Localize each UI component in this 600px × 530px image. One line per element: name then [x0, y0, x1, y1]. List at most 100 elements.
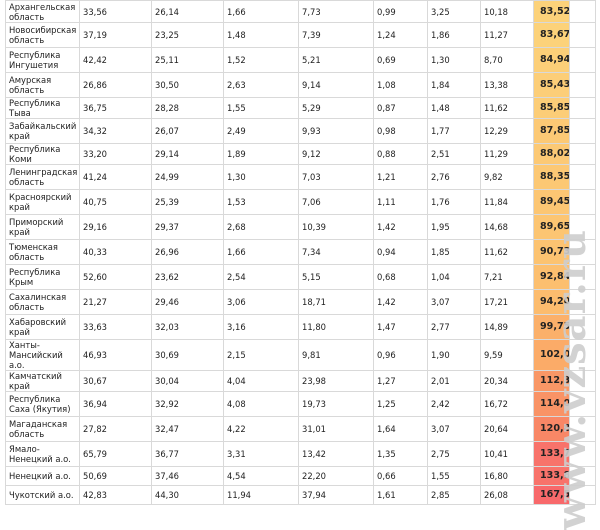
total-score-cell: 99,75 — [533, 314, 570, 340]
region-cell: Ханты-Мансийский а.о. — [5, 339, 80, 371]
empty-cell — [569, 239, 596, 265]
value-cell: 5,29 — [298, 97, 374, 119]
table-row: Республика Тыва 36,75 28,28 1,55 5,29 0,87 1,4… — [5, 97, 596, 119]
value-cell: 36,75 — [79, 97, 152, 119]
value-cell: 0,69 — [373, 47, 428, 73]
total-score-cell: 88,35 — [533, 164, 570, 190]
empty-cell — [569, 289, 596, 315]
total-score-cell: 94,20 — [533, 289, 570, 315]
region-cell: Магаданская область — [5, 416, 80, 442]
value-cell: 30,69 — [151, 339, 224, 371]
empty-cell — [569, 370, 596, 392]
value-cell: 1,55 — [427, 466, 481, 486]
table-row: Чукотский а.о. 42,83 44,30 11,94 37,94 1,61 2,… — [5, 485, 596, 505]
value-cell: 1,30 — [427, 47, 481, 73]
value-cell: 44,30 — [151, 485, 224, 505]
total-score-cell: 84,94 — [533, 47, 570, 73]
value-cell: 1,66 — [223, 0, 299, 23]
empty-cell — [569, 0, 596, 23]
value-cell: 1,95 — [427, 214, 481, 240]
region-cell: Хабаровский край — [5, 314, 80, 340]
value-cell: 0,68 — [373, 264, 428, 290]
value-cell: 1,53 — [223, 189, 299, 215]
value-cell: 7,34 — [298, 239, 374, 265]
value-cell: 1,11 — [373, 189, 428, 215]
value-cell: 32,47 — [151, 416, 224, 442]
value-cell: 37,19 — [79, 22, 152, 48]
region-cell: Республика Крым — [5, 264, 80, 290]
value-cell: 9,14 — [298, 72, 374, 98]
value-cell: 2,15 — [223, 339, 299, 371]
empty-cell — [569, 416, 596, 442]
value-cell: 27,82 — [79, 416, 152, 442]
value-cell: 4,54 — [223, 466, 299, 486]
value-cell: 23,98 — [298, 370, 374, 392]
table-row: Сахалинская область 21,27 29,46 3,06 18,71 1,… — [5, 289, 596, 315]
value-cell: 20,34 — [480, 370, 534, 392]
value-cell: 2,77 — [427, 314, 481, 340]
value-cell: 0,94 — [373, 239, 428, 265]
value-cell: 42,42 — [79, 47, 152, 73]
value-cell: 1,48 — [223, 22, 299, 48]
empty-cell — [569, 189, 596, 215]
table-row: Новосибирская область 37,19 23,25 1,48 7,39 1… — [5, 22, 596, 48]
value-cell: 9,59 — [480, 339, 534, 371]
value-cell: 0,87 — [373, 97, 428, 119]
table-row: Забайкальский край 34,32 26,07 2,49 9,93 0,98… — [5, 118, 596, 144]
value-cell: 1,42 — [373, 289, 428, 315]
total-score-cell: 167,55 — [533, 485, 570, 505]
total-score-cell: 88,02 — [533, 143, 570, 165]
value-cell: 1,30 — [223, 164, 299, 190]
value-cell: 28,28 — [151, 97, 224, 119]
region-cell: Ненецкий а.о. — [5, 466, 80, 486]
value-cell: 37,94 — [298, 485, 374, 505]
empty-cell — [569, 314, 596, 340]
value-cell: 1,27 — [373, 370, 428, 392]
region-cell: Камчатский край — [5, 370, 80, 392]
value-cell: 1,04 — [427, 264, 481, 290]
value-cell: 31,01 — [298, 416, 374, 442]
value-cell: 1,47 — [373, 314, 428, 340]
total-score-cell: 89,45 — [533, 189, 570, 215]
value-cell: 1,55 — [223, 97, 299, 119]
table-row: Республика Ингушетия 42,42 25,11 1,52 5,21 0,… — [5, 47, 596, 73]
value-cell: 1,86 — [427, 22, 481, 48]
value-cell: 4,22 — [223, 416, 299, 442]
value-cell: 21,27 — [79, 289, 152, 315]
value-cell: 30,50 — [151, 72, 224, 98]
value-cell: 14,89 — [480, 314, 534, 340]
value-cell: 12,29 — [480, 118, 534, 144]
empty-cell — [569, 22, 596, 48]
value-cell: 1,24 — [373, 22, 428, 48]
value-cell: 22,20 — [298, 466, 374, 486]
empty-cell — [569, 164, 596, 190]
value-cell: 3,06 — [223, 289, 299, 315]
total-score-cell: 112,34 — [533, 370, 570, 392]
region-cell: Архангельская область — [5, 0, 80, 23]
value-cell: 1,52 — [223, 47, 299, 73]
value-cell: 11,94 — [223, 485, 299, 505]
value-cell: 30,04 — [151, 370, 224, 392]
table-row: Амурская область 26,86 30,50 2,63 9,14 1,08 1,… — [5, 72, 596, 98]
empty-cell — [569, 441, 596, 467]
empty-cell — [569, 485, 596, 505]
value-cell: 25,39 — [151, 189, 224, 215]
value-cell: 5,15 — [298, 264, 374, 290]
value-cell: 2,54 — [223, 264, 299, 290]
table-row: Магаданская область 27,82 32,47 4,22 31,01 1,… — [5, 416, 596, 442]
value-cell: 9,81 — [298, 339, 374, 371]
value-cell: 50,69 — [79, 466, 152, 486]
value-cell: 11,29 — [480, 143, 534, 165]
total-score-cell: 133,89 — [533, 466, 570, 486]
value-cell: 8,70 — [480, 47, 534, 73]
value-cell: 1,42 — [373, 214, 428, 240]
value-cell: 26,14 — [151, 0, 224, 23]
value-cell: 11,84 — [480, 189, 534, 215]
value-cell: 4,04 — [223, 370, 299, 392]
value-cell: 20,64 — [480, 416, 534, 442]
value-cell: 7,06 — [298, 189, 374, 215]
value-cell: 40,75 — [79, 189, 152, 215]
total-score-cell: 85,43 — [533, 72, 570, 98]
value-cell: 1,25 — [373, 391, 428, 417]
total-score-cell: 83,67 — [533, 22, 570, 48]
